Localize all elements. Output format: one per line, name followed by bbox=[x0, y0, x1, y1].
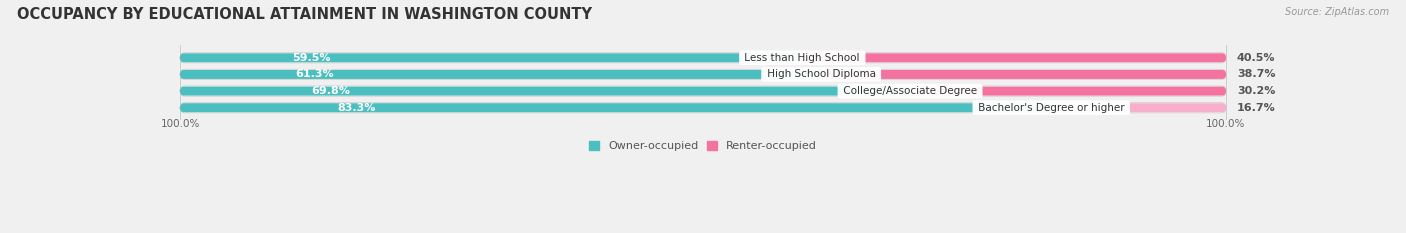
FancyBboxPatch shape bbox=[180, 53, 803, 62]
FancyBboxPatch shape bbox=[910, 87, 1226, 96]
Text: 38.7%: 38.7% bbox=[1237, 69, 1275, 79]
Text: 83.3%: 83.3% bbox=[337, 103, 375, 113]
Text: Bachelor's Degree or higher: Bachelor's Degree or higher bbox=[974, 103, 1128, 113]
Text: 59.5%: 59.5% bbox=[292, 53, 330, 63]
Text: College/Associate Degree: College/Associate Degree bbox=[839, 86, 980, 96]
FancyBboxPatch shape bbox=[180, 87, 910, 96]
Text: 61.3%: 61.3% bbox=[295, 69, 335, 79]
FancyBboxPatch shape bbox=[180, 70, 821, 79]
Legend: Owner-occupied, Renter-occupied: Owner-occupied, Renter-occupied bbox=[585, 137, 821, 156]
FancyBboxPatch shape bbox=[1052, 103, 1226, 112]
Text: 40.5%: 40.5% bbox=[1237, 53, 1275, 63]
Text: 30.2%: 30.2% bbox=[1237, 86, 1275, 96]
FancyBboxPatch shape bbox=[180, 103, 1052, 112]
FancyBboxPatch shape bbox=[180, 103, 1226, 113]
FancyBboxPatch shape bbox=[803, 53, 1226, 62]
Text: Source: ZipAtlas.com: Source: ZipAtlas.com bbox=[1285, 7, 1389, 17]
Text: OCCUPANCY BY EDUCATIONAL ATTAINMENT IN WASHINGTON COUNTY: OCCUPANCY BY EDUCATIONAL ATTAINMENT IN W… bbox=[17, 7, 592, 22]
Text: Less than High School: Less than High School bbox=[741, 53, 863, 63]
Text: 100.0%: 100.0% bbox=[1206, 119, 1246, 129]
Text: 16.7%: 16.7% bbox=[1237, 103, 1275, 113]
Text: High School Diploma: High School Diploma bbox=[763, 69, 879, 79]
FancyBboxPatch shape bbox=[180, 69, 1226, 80]
Text: 69.8%: 69.8% bbox=[312, 86, 350, 96]
Text: 100.0%: 100.0% bbox=[160, 119, 200, 129]
FancyBboxPatch shape bbox=[180, 53, 1226, 63]
FancyBboxPatch shape bbox=[821, 70, 1226, 79]
FancyBboxPatch shape bbox=[180, 86, 1226, 96]
